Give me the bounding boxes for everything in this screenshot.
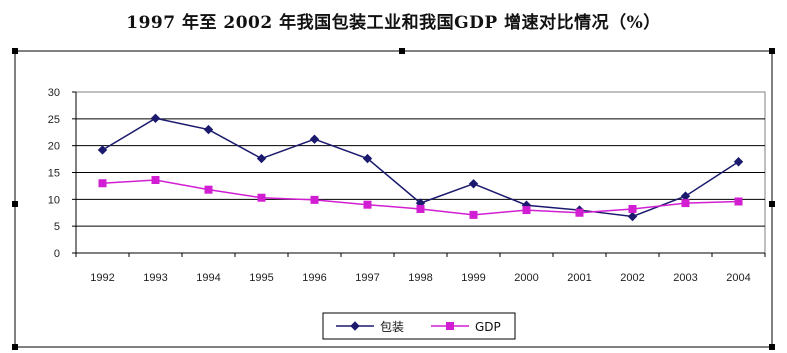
x-tick-label: 1994 xyxy=(196,272,220,284)
data-point xyxy=(257,193,266,202)
data-point xyxy=(350,321,360,331)
data-point xyxy=(628,204,637,213)
data-point xyxy=(733,157,744,167)
frame-handle xyxy=(12,344,18,350)
chart-frame xyxy=(14,50,773,348)
series-layer xyxy=(97,113,744,222)
data-point xyxy=(575,208,584,217)
y-tick-label: 15 xyxy=(48,168,60,180)
data-point xyxy=(362,153,373,164)
x-axis: 1992 1993 1994 1995 1996 1997 1998 1999 2000 2001… xyxy=(75,252,766,284)
frame-handle xyxy=(12,201,18,207)
legend-label: 包装 xyxy=(380,320,404,334)
data-point xyxy=(150,113,161,124)
data-point xyxy=(446,322,454,330)
data-point xyxy=(469,210,478,219)
y-tick-label: 0 xyxy=(54,248,60,260)
x-tick-label: 1996 xyxy=(302,272,326,284)
data-point xyxy=(416,204,425,213)
x-tick-label: 1995 xyxy=(249,272,273,284)
frame-handle xyxy=(12,48,18,54)
x-tick-label: 2002 xyxy=(620,272,644,284)
data-point xyxy=(256,153,267,164)
data-point xyxy=(98,179,107,188)
data-point xyxy=(309,134,320,144)
legend: 包装 GDP xyxy=(322,312,516,340)
y-axis: 0 5 10 15 20 25 30 xyxy=(48,87,77,260)
data-point xyxy=(97,145,108,155)
x-tick-label: 1999 xyxy=(461,272,485,284)
y-tick-label: 20 xyxy=(48,141,60,153)
frame-handle xyxy=(769,48,775,54)
y-tick-label: 5 xyxy=(54,221,60,233)
data-point xyxy=(734,197,743,206)
data-point xyxy=(204,185,213,194)
frame-handle xyxy=(399,48,405,54)
frame-handle xyxy=(769,201,775,207)
x-tick-label: 1997 xyxy=(355,272,379,284)
x-tick-label: 2003 xyxy=(673,272,697,284)
series-2 xyxy=(98,176,743,219)
data-point xyxy=(522,206,531,215)
x-tick-label: 1992 xyxy=(90,272,114,284)
x-tick-label: 2001 xyxy=(567,272,591,284)
data-point xyxy=(151,176,160,185)
x-tick-label: 1998 xyxy=(408,272,432,284)
chart-title: 1997 年至 2002 年我国包装工业和我国GDP 增速对比情况（%） xyxy=(126,13,661,33)
data-point xyxy=(363,200,372,209)
legend-label: GDP xyxy=(475,320,501,334)
series-1 xyxy=(97,113,744,222)
data-point xyxy=(203,124,214,135)
y-tick-label: 10 xyxy=(48,194,60,206)
data-point xyxy=(468,179,479,189)
x-tick-label: 2000 xyxy=(514,272,538,284)
frame-handle xyxy=(769,344,775,350)
y-tick-label: 25 xyxy=(48,114,60,126)
x-tick-label: 2004 xyxy=(726,272,750,284)
data-point xyxy=(627,211,638,222)
y-tick-label: 30 xyxy=(48,87,60,99)
data-point xyxy=(681,199,690,208)
x-tick-label: 1993 xyxy=(143,272,167,284)
data-point xyxy=(310,195,319,204)
